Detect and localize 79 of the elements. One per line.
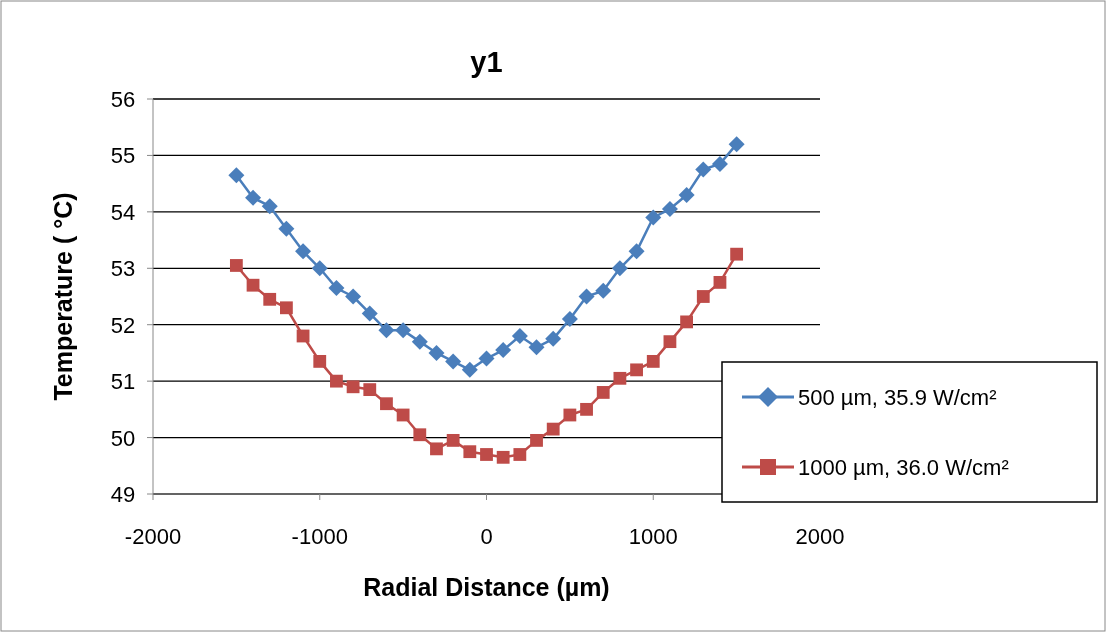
x-tick-label: -1000 <box>291 524 348 549</box>
point <box>678 186 695 203</box>
point <box>280 301 293 315</box>
point <box>730 247 744 261</box>
x-axis-title: Radial Distance (µm) <box>363 573 610 601</box>
legend-label: 1000 µm, 36.0 W/cm² <box>798 455 1009 480</box>
point <box>330 374 343 388</box>
point <box>696 290 710 303</box>
point <box>363 383 377 397</box>
point <box>395 322 412 339</box>
point <box>480 448 493 461</box>
point <box>463 445 477 459</box>
point <box>396 408 410 422</box>
point <box>478 350 495 367</box>
point <box>645 209 662 226</box>
point <box>713 275 727 289</box>
chart-title: y1 <box>470 46 503 78</box>
point <box>561 311 578 328</box>
point <box>261 198 278 215</box>
point <box>245 189 262 206</box>
point <box>528 339 545 356</box>
point <box>663 335 677 349</box>
x-tick-label: -2000 <box>124 524 182 549</box>
point <box>695 161 712 178</box>
point <box>611 260 628 277</box>
point <box>428 344 445 361</box>
point <box>380 397 393 411</box>
point <box>711 155 728 172</box>
y-tick-label: 56 <box>110 87 136 112</box>
point <box>630 363 643 377</box>
point <box>628 243 645 260</box>
y-tick-label: 54 <box>110 199 136 225</box>
y-tick-label: 53 <box>110 256 136 282</box>
point <box>446 433 460 447</box>
point <box>496 450 510 464</box>
point <box>445 353 462 370</box>
x-tick-label: 0 <box>480 524 493 549</box>
point <box>511 328 528 344</box>
point <box>578 288 595 305</box>
point <box>595 282 612 299</box>
point <box>530 433 543 447</box>
point <box>378 322 395 339</box>
point <box>546 422 560 436</box>
point <box>411 333 428 350</box>
y-tick-label: 49 <box>110 482 136 507</box>
point <box>313 354 327 368</box>
point <box>413 428 427 442</box>
point <box>246 278 260 292</box>
y-tick-label: 51 <box>110 369 136 395</box>
point <box>328 280 345 297</box>
point <box>613 371 627 385</box>
x-tick-label: 1000 <box>628 524 678 549</box>
point <box>563 408 577 422</box>
point <box>661 201 678 218</box>
point <box>263 292 277 306</box>
point <box>596 386 610 399</box>
point <box>461 361 478 378</box>
point <box>545 330 562 347</box>
point <box>278 220 295 237</box>
point <box>495 342 512 359</box>
y-tick-label: 55 <box>110 143 136 169</box>
point <box>345 288 362 305</box>
point <box>229 259 243 272</box>
point <box>295 243 312 260</box>
y-tick-label: 50 <box>110 425 136 451</box>
y-axis-title: Temperature ( °C) <box>49 192 77 401</box>
point <box>680 315 693 329</box>
point <box>361 305 378 322</box>
point <box>228 167 245 184</box>
legend-label: 500 µm, 35.9 W/cm² <box>798 385 997 410</box>
x-tick-label: 2000 <box>795 524 845 549</box>
point <box>728 136 745 153</box>
y-tick-label: 52 <box>110 312 136 338</box>
point <box>430 442 443 456</box>
point <box>513 448 527 461</box>
point <box>646 354 660 368</box>
point <box>311 260 328 277</box>
point <box>346 380 360 394</box>
point <box>580 402 593 416</box>
